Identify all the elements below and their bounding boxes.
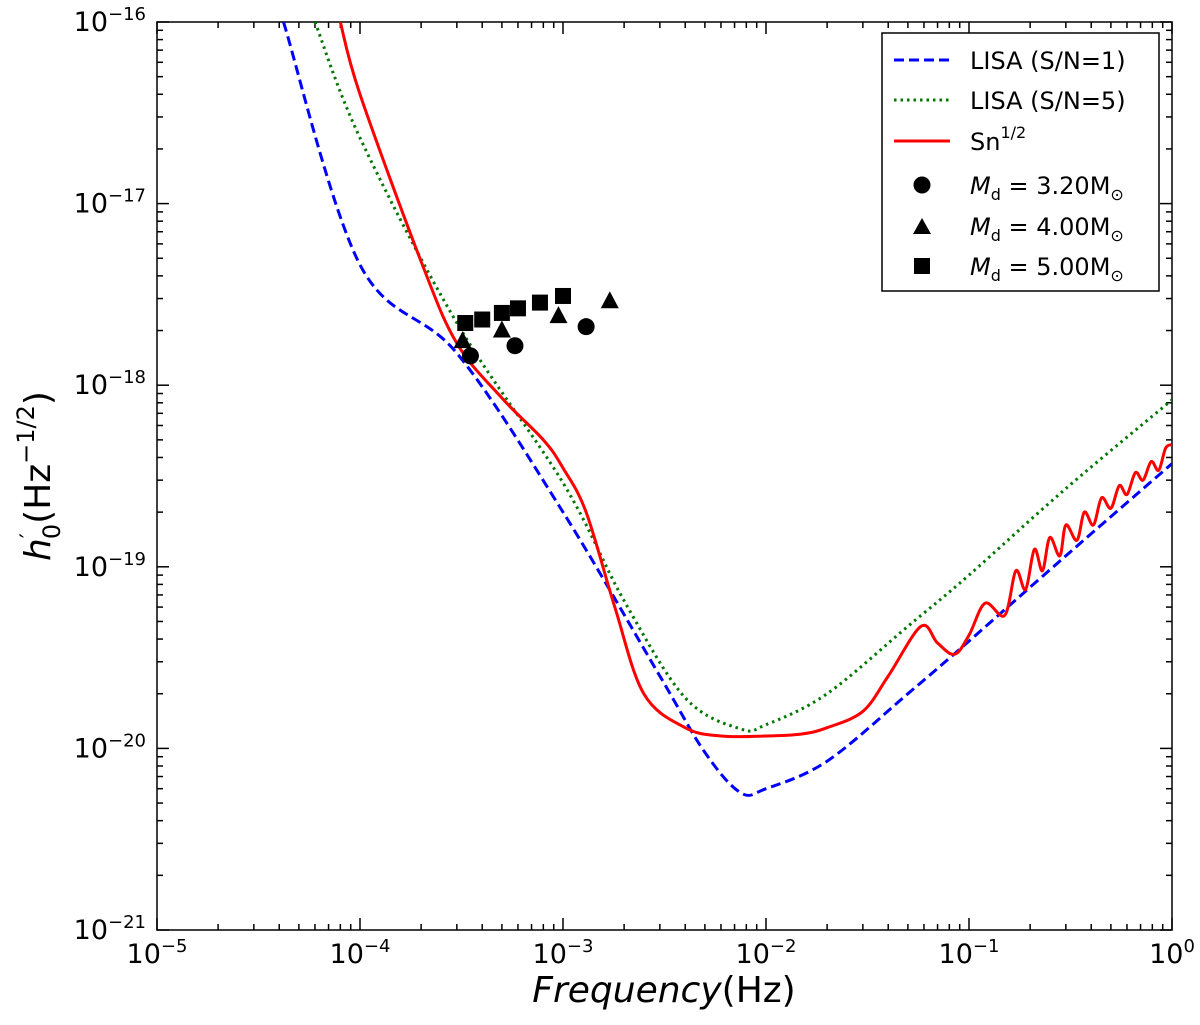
legend-label-sn: Sn1/2 xyxy=(970,123,1026,156)
x-tick-label: 100 xyxy=(1149,936,1195,970)
scatter-point-triangle xyxy=(600,291,619,309)
legend-label-md-320: Md = 3.20M⊙ xyxy=(970,172,1124,204)
y-tick-label: 10−18 xyxy=(74,367,146,401)
y-axis-label: h′0(Hz−1/2) xyxy=(12,391,66,561)
scatter-point-square xyxy=(555,287,571,304)
x-tick-label: 10−5 xyxy=(127,936,188,970)
scatter-point-circle xyxy=(461,347,479,365)
scatter-point-triangle xyxy=(492,320,511,338)
series-line-sn xyxy=(338,22,1172,739)
scatter-point-square xyxy=(474,311,491,328)
legend-marker-triangle xyxy=(913,218,931,234)
legend-label-lisa-snr1: LISA (S/N=1) xyxy=(970,47,1126,75)
y-tick-label: 10−17 xyxy=(74,186,146,220)
x-tick-label: 10−4 xyxy=(330,936,391,970)
scatter-point-square xyxy=(531,294,548,311)
legend-label-lisa-snr5: LISA (S/N=5) xyxy=(970,87,1126,115)
scatter-point-circle xyxy=(506,337,524,355)
x-tick-labels: 10−5 10−4 10−3 10−2 10−1 100 xyxy=(127,936,1195,970)
series-line-lisa-snr1 xyxy=(282,22,1172,797)
x-tick-label: 10−2 xyxy=(736,936,797,970)
y-tick-label: 10−16 xyxy=(74,4,146,38)
scatter-point-square xyxy=(457,315,474,332)
scatter-point-triangle xyxy=(549,306,568,324)
y-tick-labels: 10−21 10−20 10−19 10−18 10−17 10−16 xyxy=(74,4,146,946)
y-tick-label: 10−21 xyxy=(74,912,146,946)
legend-label-md-400: Md = 4.00M⊙ xyxy=(970,213,1124,245)
axis-ticks xyxy=(156,21,1173,931)
scatter-point-square xyxy=(493,304,510,321)
x-axis-label: Frequency(Hz) xyxy=(532,970,795,1011)
scatter-point-triangle xyxy=(453,331,472,349)
legend: LISA (S/N=1) LISA (S/N=5) Sn1/2 Md = 3.2… xyxy=(881,32,1160,292)
scatter-point-square xyxy=(509,300,526,317)
legend-marker-circle xyxy=(913,176,931,194)
y-tick-label: 10−20 xyxy=(74,730,146,764)
series-line-lisa-snr5 xyxy=(313,22,1172,733)
legend-box xyxy=(881,32,1160,292)
legend-marker-square xyxy=(914,258,930,274)
legend-label-md-500: Md = 5.00M⊙ xyxy=(970,253,1124,285)
x-tick-label: 10−3 xyxy=(533,936,594,970)
scatter-layer xyxy=(453,287,619,365)
y-tick-label: 10−19 xyxy=(74,549,146,583)
x-tick-label: 10−1 xyxy=(939,936,1000,970)
series-layer xyxy=(282,22,1172,797)
scatter-point-circle xyxy=(577,318,595,336)
